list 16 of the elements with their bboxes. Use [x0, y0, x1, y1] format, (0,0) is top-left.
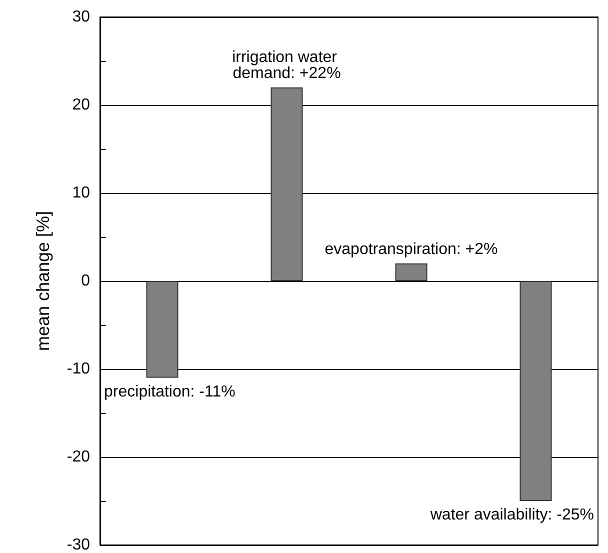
bar: [520, 281, 552, 501]
y-tick-label: 30: [72, 8, 90, 26]
y-tick-label: -30: [66, 536, 90, 553]
y-tick-label: -20: [66, 448, 90, 466]
y-tick-label: 10: [72, 184, 90, 202]
bar: [146, 281, 178, 378]
data-label: precipitation: -11%: [104, 383, 236, 400]
y-tick-label: 0: [81, 272, 90, 290]
y-axis-title: mean change [%]: [33, 210, 53, 352]
data-label: irrigation water demand: +22%: [232, 48, 342, 82]
y-tick-label: -10: [66, 360, 90, 378]
bar: [270, 87, 303, 281]
y-tick-label: 20: [72, 96, 90, 114]
data-label: evapotranspiration: +2%: [324, 240, 498, 258]
data-label: water availability: -25%: [429, 506, 594, 524]
bar: [395, 263, 428, 281]
